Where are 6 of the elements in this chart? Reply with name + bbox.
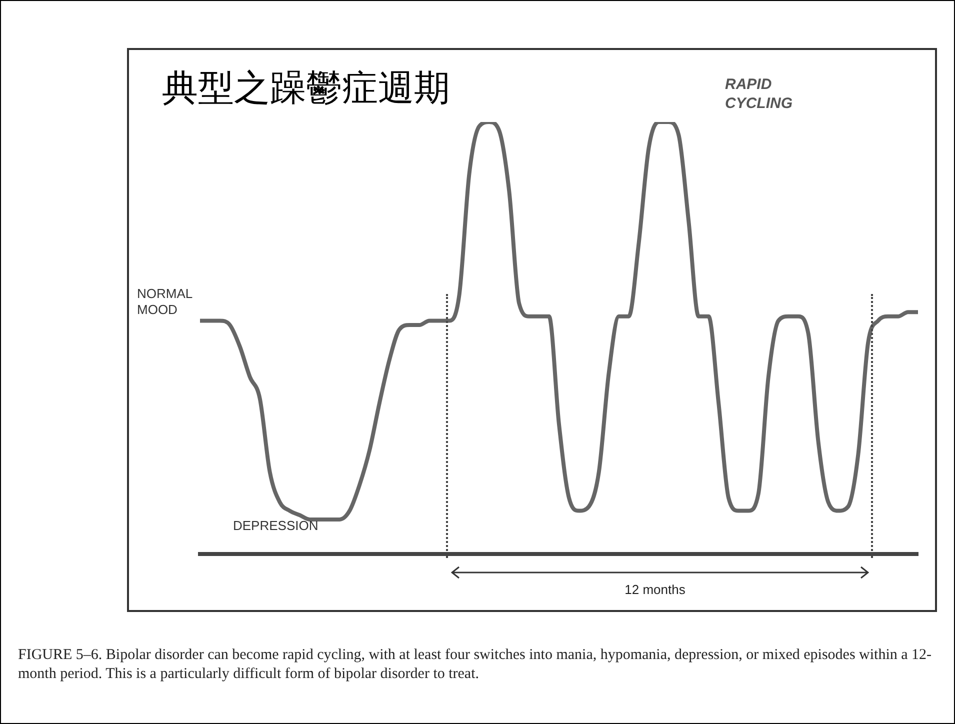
caption: FIGURE 5–6. Bipolar disorder can become rapid cycling, with at least four switches into mania, hypomania, depression, or mixed episodes within a 12-month period. This is a particularly difficult form of bipolar disorder to treat.: [18, 646, 933, 684]
text: 12 months: [624, 582, 686, 598]
chart-title: 典型之躁鬱症週期: [162, 67, 450, 110]
text: NORMAL MOOD: [137, 286, 194, 318]
text: RAPID CYCLING: [725, 76, 794, 114]
annotation: DEPRESSION: [233, 518, 320, 534]
